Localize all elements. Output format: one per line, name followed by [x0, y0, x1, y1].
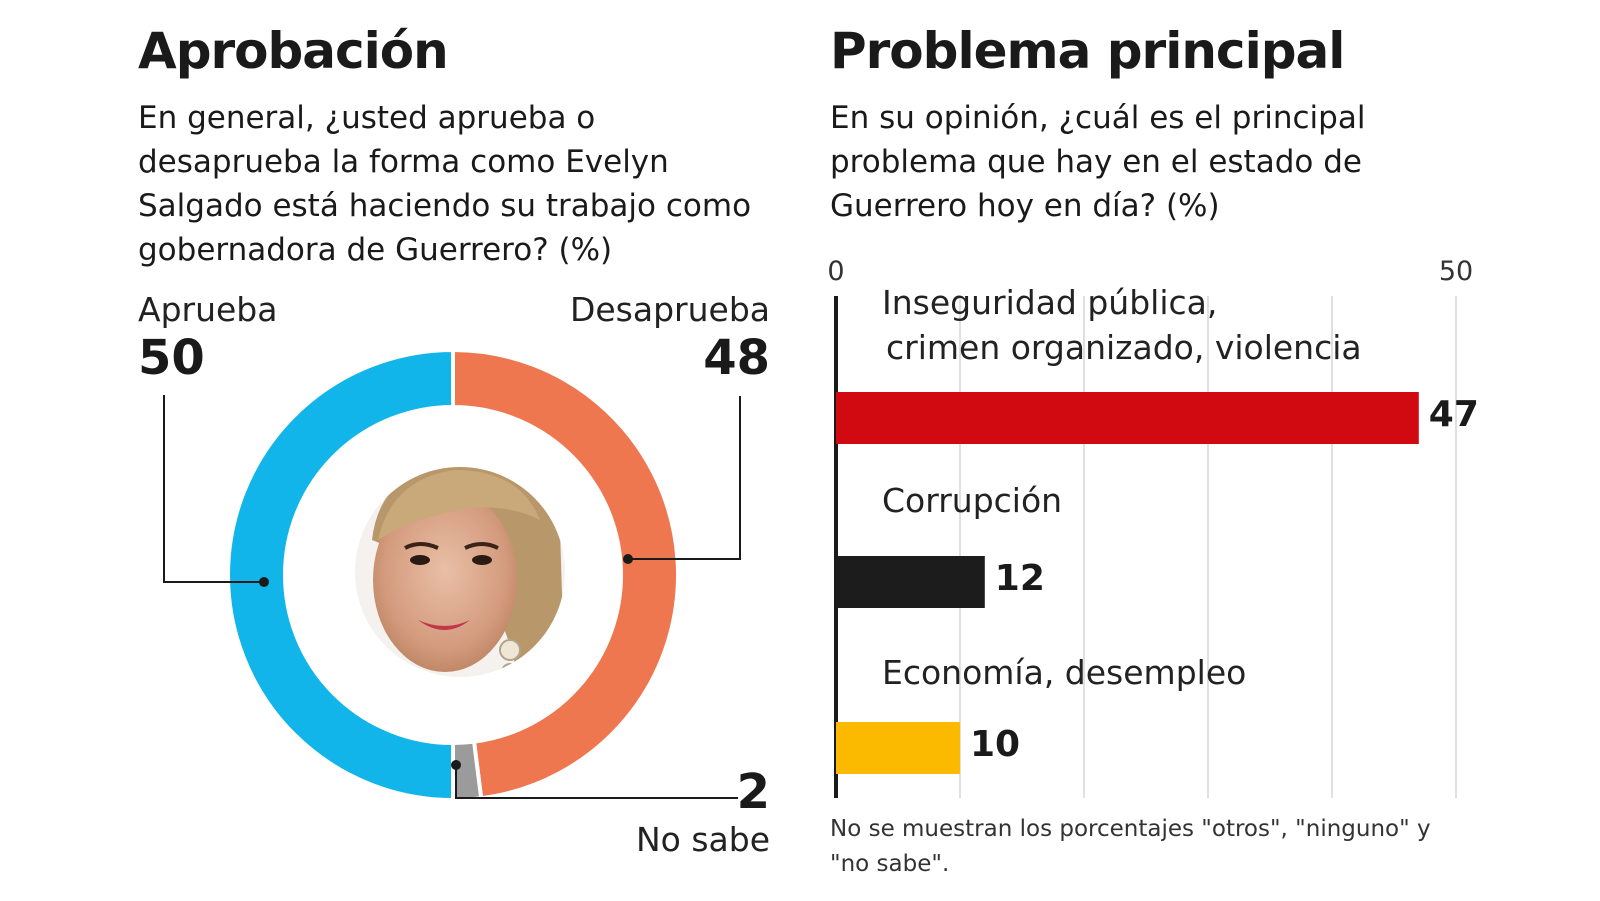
approval-question: En general, ¿usted aprueba o desaprueba … [138, 100, 752, 268]
desaprueba-value: 48 [703, 330, 770, 386]
nosabe-leader-dot [451, 760, 461, 770]
aprueba-value: 50 [138, 330, 205, 386]
bar-value-label: 10 [970, 724, 1021, 765]
bar-category-label: Inseguridad pública, crimen organizado, v… [882, 280, 1362, 370]
aprueba-label: Aprueba [138, 290, 278, 329]
bar-3 [836, 722, 960, 774]
bar-category-label-line: Economía, desempleo [882, 653, 1247, 692]
footnote: No se muestran los porcentajes "otros", … [830, 816, 1431, 877]
problem-question: En su opinión, ¿cuál es el principal pro… [830, 100, 1366, 224]
portrait-photo [355, 467, 565, 677]
bar-value-label: 12 [994, 558, 1045, 599]
donut-slice-aprueba [226, 347, 455, 803]
aprueba-leader-dot [259, 577, 269, 587]
bar-category-label: Corrupción [882, 478, 1062, 523]
bar-category-label-line: Inseguridad pública, [882, 283, 1218, 322]
nosabe-value: 2 [736, 764, 770, 820]
bar-category-label: Economía, desempleo [882, 650, 1246, 695]
bar-category-label-line: crimen organizado, violencia [886, 328, 1362, 367]
bar-value-label: 47 [1428, 394, 1479, 435]
donut-slice-desaprueba [451, 347, 680, 801]
approval-title: Aprobación [138, 22, 449, 80]
approval-leader-lines [163, 395, 741, 799]
desaprueba-leader-dot [623, 554, 633, 564]
problem-title: Problema principal [830, 22, 1345, 80]
bar-tick-label: 50 [1439, 256, 1473, 287]
desaprueba-label: Desaprueba [569, 290, 770, 329]
nosabe-label: No sabe [635, 820, 770, 859]
bar-1 [836, 392, 1419, 444]
bar-tick-label: 0 [827, 256, 844, 287]
bar-2 [836, 556, 985, 608]
bar-category-label-line: Corrupción [882, 481, 1063, 520]
